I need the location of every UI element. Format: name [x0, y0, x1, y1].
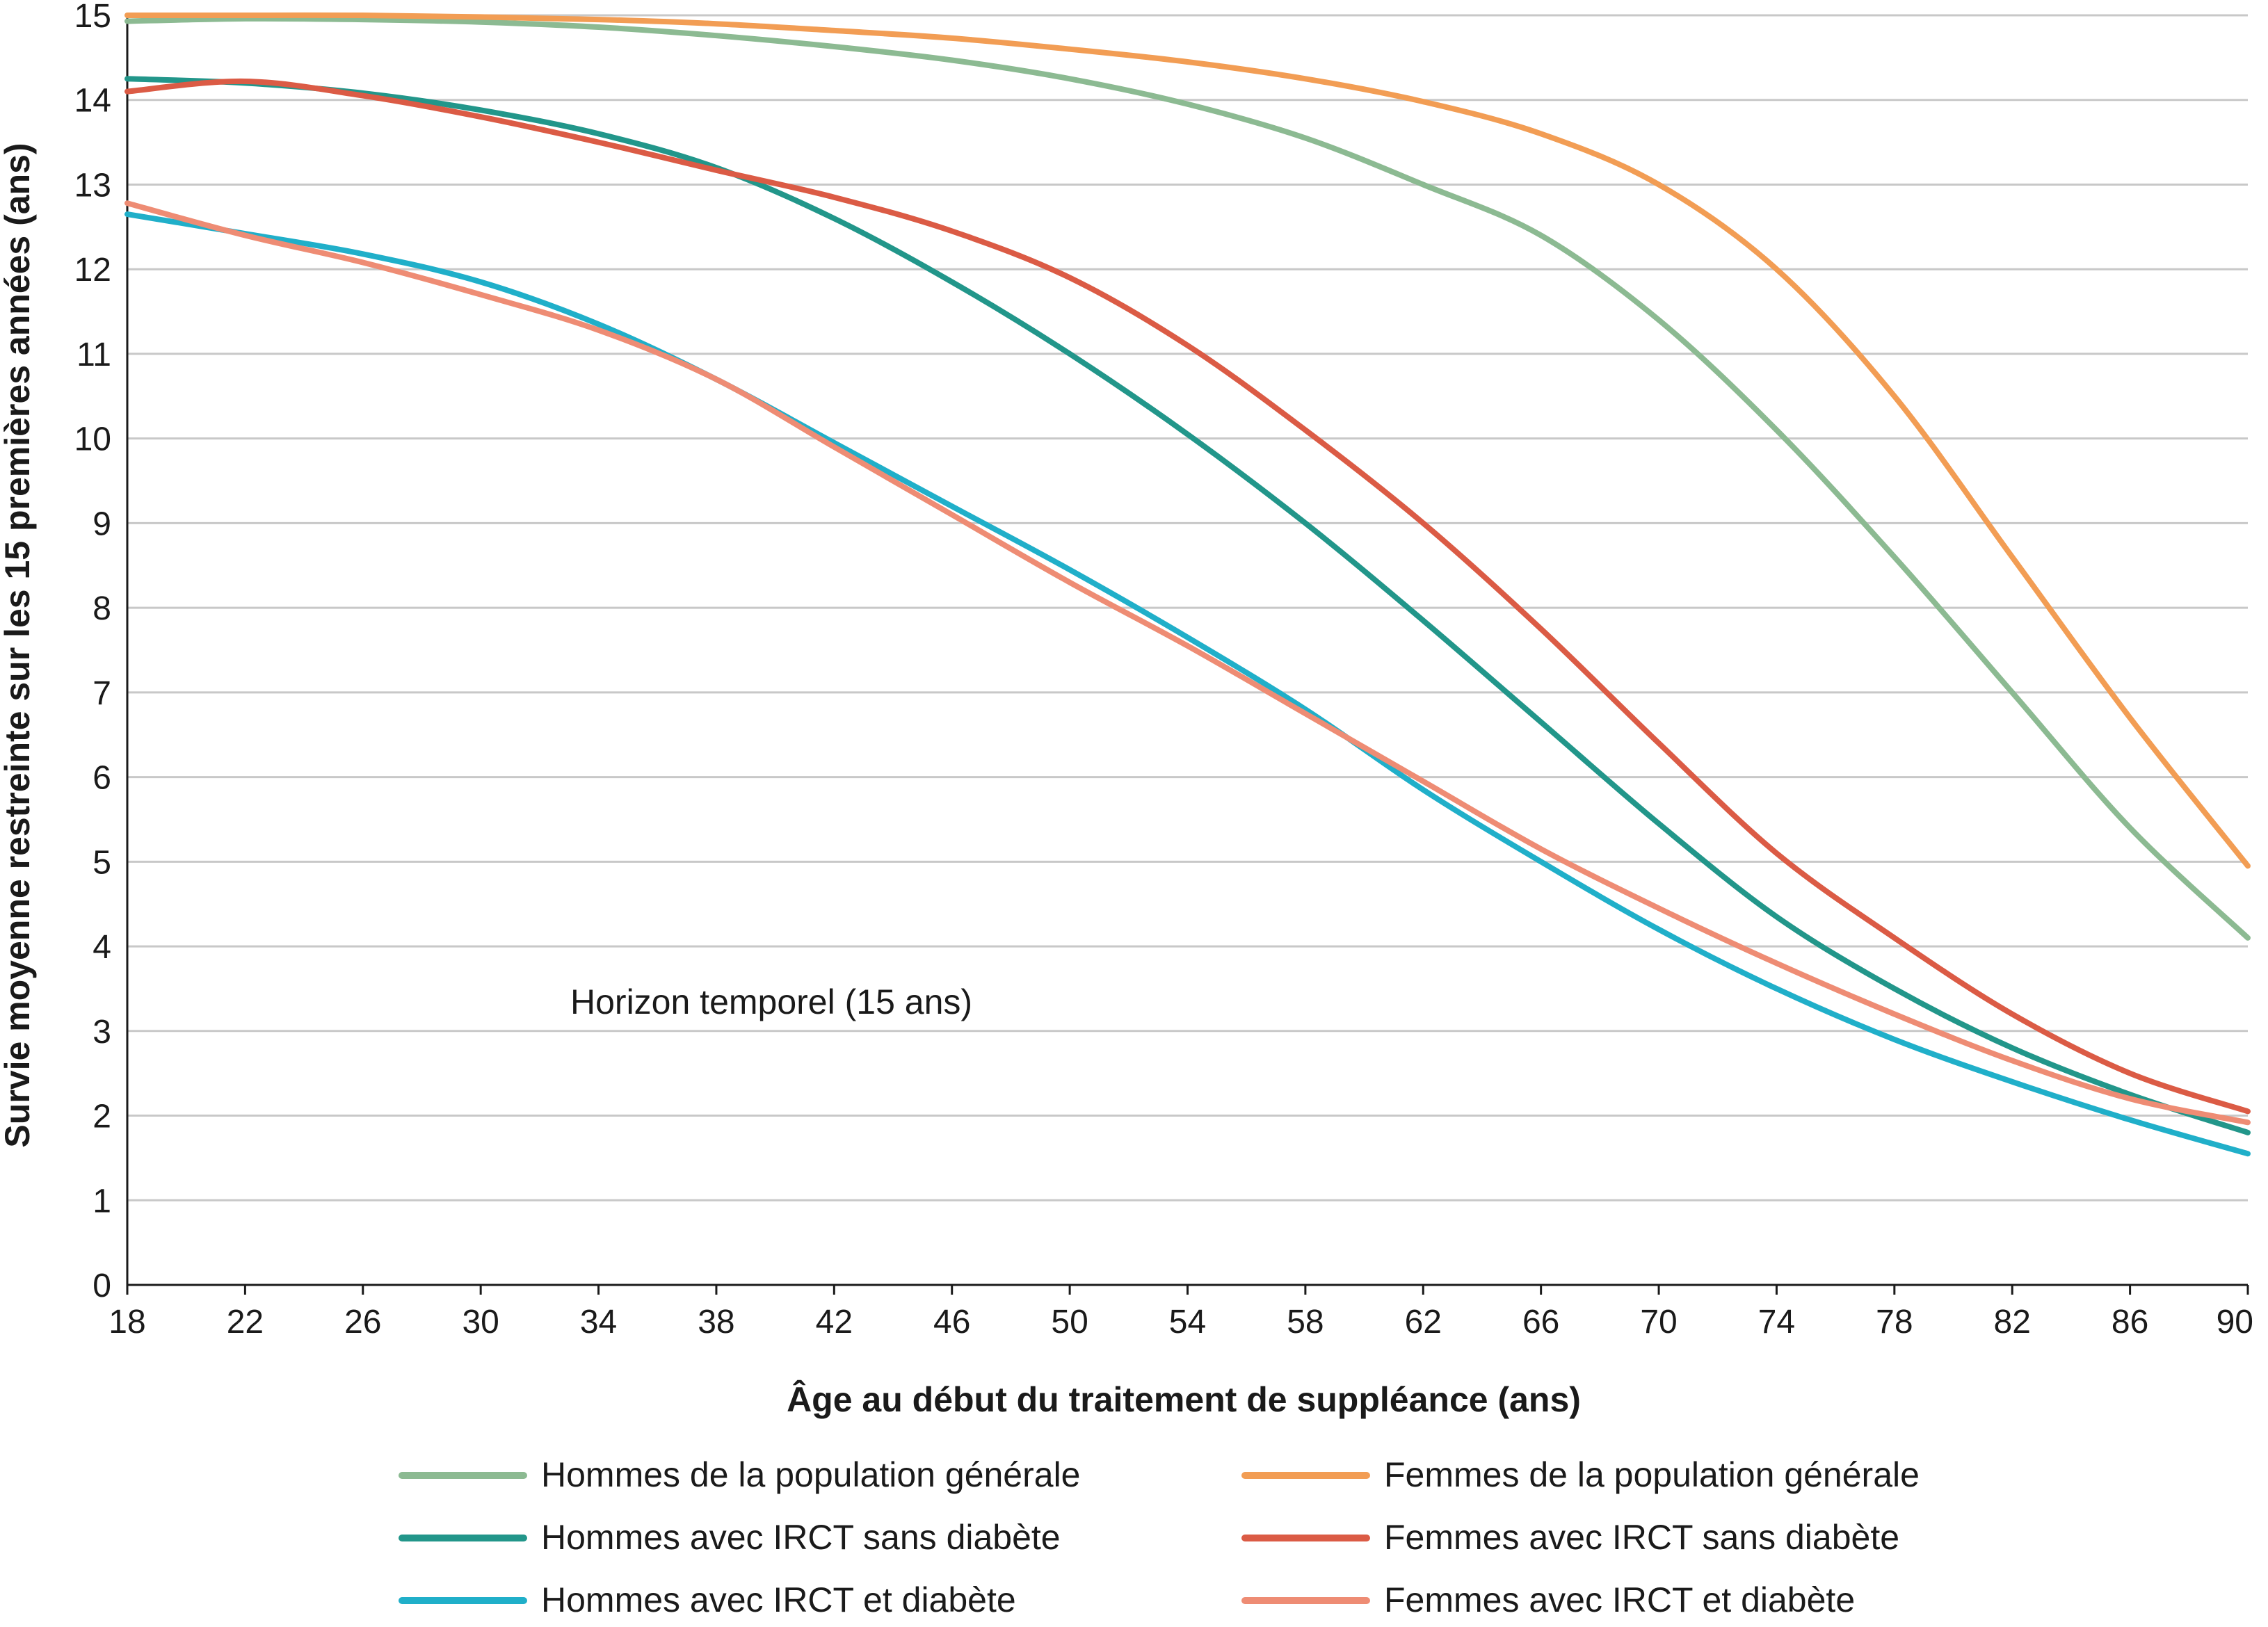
time-horizon-annotation: Horizon temporel (15 ans) [570, 982, 972, 1021]
series-line-3 [124, 78, 2251, 1115]
x-axis-title: Âge au début du traitement de suppléance… [787, 1380, 1581, 1419]
series-line-0 [124, 15, 2251, 941]
data-series [124, 12, 2251, 1157]
x-tick-label: 58 [1287, 1304, 1324, 1341]
y-tick-label: 10 [74, 421, 111, 458]
legend-label: Hommes de la population générale [541, 1455, 1081, 1494]
y-tick-label: 1 [93, 1183, 111, 1220]
x-tick-label: 46 [933, 1304, 970, 1341]
y-tick-label: 8 [93, 590, 111, 627]
x-tick-label: 22 [227, 1304, 264, 1341]
legend: Hommes de la population générale Hommes a… [399, 1455, 1920, 1619]
y-tick-label: 14 [74, 83, 111, 120]
x-tick-label: 78 [1876, 1304, 1913, 1341]
legend-label: Hommes avec IRCT et diabète [541, 1580, 1016, 1619]
y-axis-title: Survie moyenne restreinte sur les 15 pre… [0, 143, 37, 1147]
y-tick-label: 2 [93, 1099, 111, 1135]
series-line-5 [124, 200, 2251, 1126]
x-tick-label: 90 [2217, 1304, 2253, 1341]
series-line-1 [124, 12, 2251, 869]
x-tick-label: 62 [1405, 1304, 1442, 1341]
x-tick-label: 82 [1994, 1304, 2031, 1341]
x-tick-label: 74 [1758, 1304, 1795, 1341]
x-tick-label: 26 [344, 1304, 381, 1341]
x-tick-label: 70 [1640, 1304, 1677, 1341]
y-tick-label: 0 [93, 1268, 111, 1304]
y-tick-label: 6 [93, 760, 111, 797]
horizontal-gridlines [127, 14, 2248, 1201]
y-tick-label: 12 [74, 252, 111, 289]
x-tick-label: 30 [462, 1304, 499, 1341]
legend-label: Femmes avec IRCT sans diabète [1384, 1518, 1899, 1557]
y-tick-label: 5 [93, 844, 111, 881]
x-tick-label: 66 [1522, 1304, 1559, 1341]
x-tick-label: 86 [2112, 1304, 2148, 1341]
x-axis-tick-labels: 18 22 26 30 34 38 42 46 50 54 58 62 66 70 74 78 82 86 90 [108, 1304, 2253, 1341]
x-tick-label: 38 [698, 1304, 734, 1341]
x-tick-label: 18 [108, 1304, 145, 1341]
legend-label: Femmes de la population générale [1384, 1455, 1920, 1494]
x-tick-label: 50 [1051, 1304, 1088, 1341]
y-tick-label: 13 [74, 167, 111, 204]
x-tick-label: 42 [816, 1304, 853, 1341]
y-tick-label: 3 [93, 1014, 111, 1051]
y-tick-label: 4 [93, 929, 111, 966]
series-line-4 [124, 211, 2251, 1157]
axes [126, 15, 2249, 1295]
x-tick-label: 34 [580, 1304, 617, 1341]
y-tick-label: 15 [74, 0, 111, 35]
y-tick-label: 11 [77, 337, 111, 373]
y-tick-label: 7 [93, 675, 111, 712]
x-tick-label: 54 [1169, 1304, 1206, 1341]
legend-label: Hommes avec IRCT sans diabète [541, 1518, 1061, 1557]
y-tick-label: 9 [93, 505, 111, 542]
series-line-2 [124, 76, 2251, 1135]
legend-label: Femmes avec IRCT et diabète [1384, 1580, 1855, 1619]
